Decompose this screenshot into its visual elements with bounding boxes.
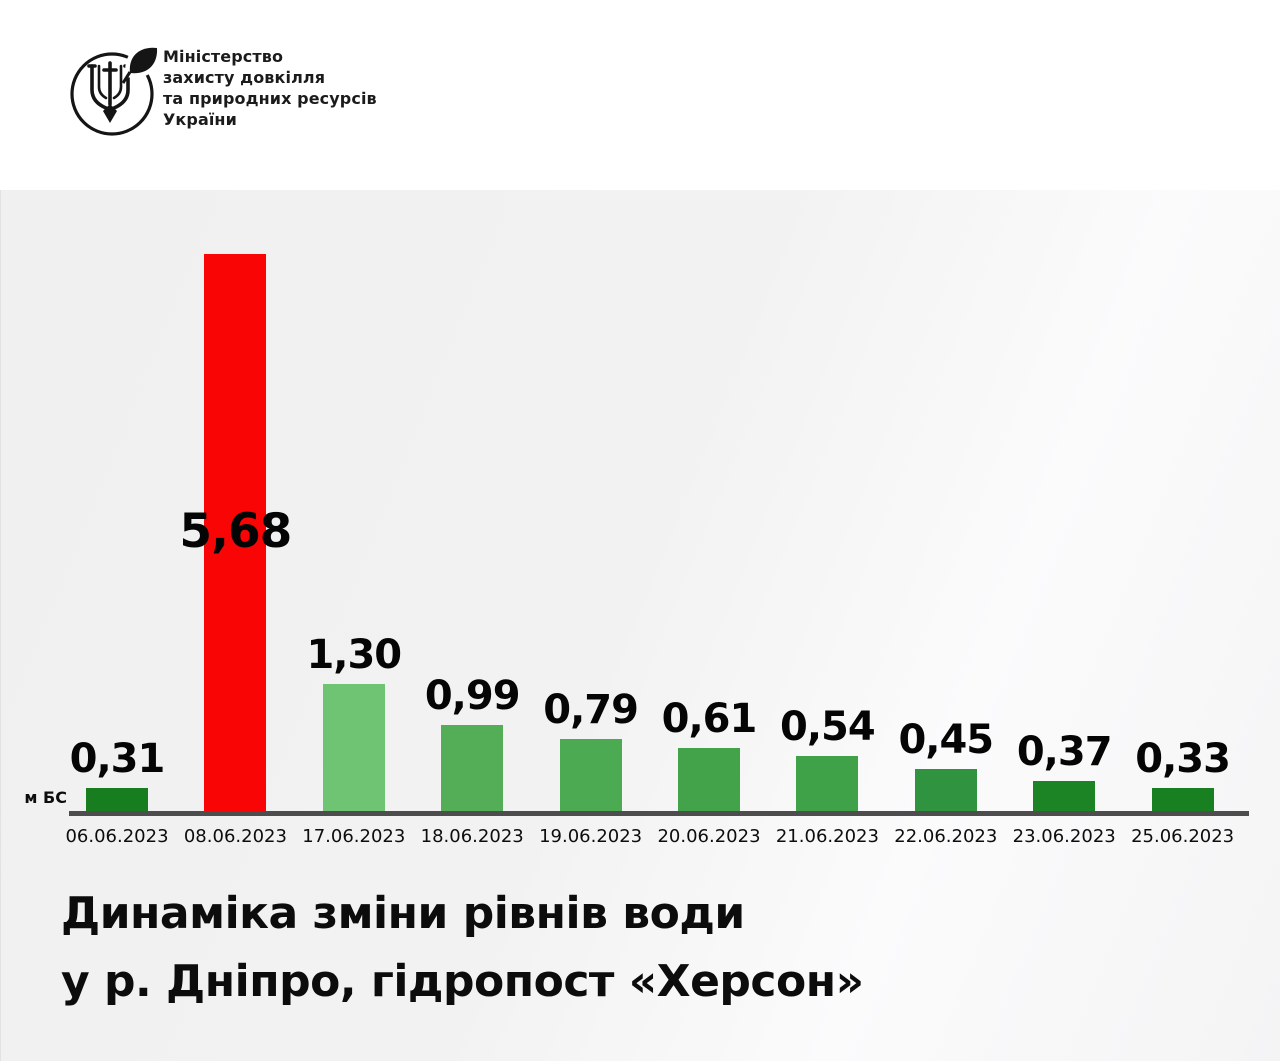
x-axis-tick-label: 20.06.2023 (657, 826, 761, 847)
bar (86, 788, 148, 811)
bar (1033, 781, 1096, 811)
bar-value-label: 0,31 (69, 736, 166, 782)
x-axis-tick-label: 25.06.2023 (1131, 826, 1235, 847)
x-axis-line (69, 811, 1249, 816)
x-axis-tick-label: 23.06.2023 (1012, 826, 1116, 847)
bar (1151, 788, 1214, 811)
bar-value-label: 0,54 (780, 704, 876, 750)
x-axis-tick-label: 19.06.2023 (539, 826, 643, 847)
emblem-circle (70, 52, 154, 136)
bar-value-label: 0,61 (661, 696, 758, 742)
bar-highlight (204, 254, 267, 811)
bar-value-label: 0,45 (898, 717, 994, 763)
bar-value-label: 5,68 (179, 504, 292, 559)
chart-title-line-2: у р. Дніпро, гідропост «Херсон» (61, 956, 864, 1007)
ministry-name: Міністерство захисту довкілля та природн… (163, 46, 377, 130)
x-axis-tick-label: 21.06.2023 (775, 826, 879, 847)
x-axis-tick-label: 08.06.2023 (183, 826, 287, 847)
bar-value-label: 0,99 (424, 673, 521, 719)
bar (914, 769, 977, 811)
ministry-emblem-trident-leaf-icon (70, 43, 162, 136)
bar (559, 739, 622, 811)
x-axis-tick-label: 17.06.2023 (302, 826, 406, 847)
leaf-icon (121, 43, 162, 84)
bar-value-label: 1,30 (306, 632, 402, 678)
trident-tip (103, 104, 117, 123)
axis-unit-label: м БС (24, 788, 67, 807)
chart-title: Динаміка зміни рівнів води у р. Дніпро, … (61, 880, 864, 1016)
bar (441, 725, 504, 811)
x-axis-tick-label: 06.06.2023 (65, 826, 169, 847)
bar (322, 684, 385, 811)
chart-title-line-1: Динаміка зміни рівнів води (61, 888, 745, 939)
ministry-name-line: захисту довкілля (163, 68, 326, 87)
ministry-name-line: та природних ресурсів (163, 89, 377, 108)
bar-value-label: 0,33 (1135, 736, 1231, 782)
ministry-name-line: України (163, 110, 237, 129)
x-axis-tick-label: 22.06.2023 (894, 826, 998, 847)
header: Міністерство захисту довкілля та природн… (0, 0, 1280, 190)
bar (796, 756, 859, 811)
bar-value-label: 0,79 (543, 687, 639, 733)
x-axis-tick-label: 18.06.2023 (420, 826, 524, 847)
ministry-name-line: Міністерство (163, 47, 284, 66)
bar (678, 748, 740, 811)
trident-icon (87, 61, 133, 110)
bar-value-label: 0,37 (1016, 729, 1113, 775)
chart-panel: 0,31 06.06.2023 5,68 08.06.2023 1,30 17.06.20… (0, 190, 1280, 1061)
